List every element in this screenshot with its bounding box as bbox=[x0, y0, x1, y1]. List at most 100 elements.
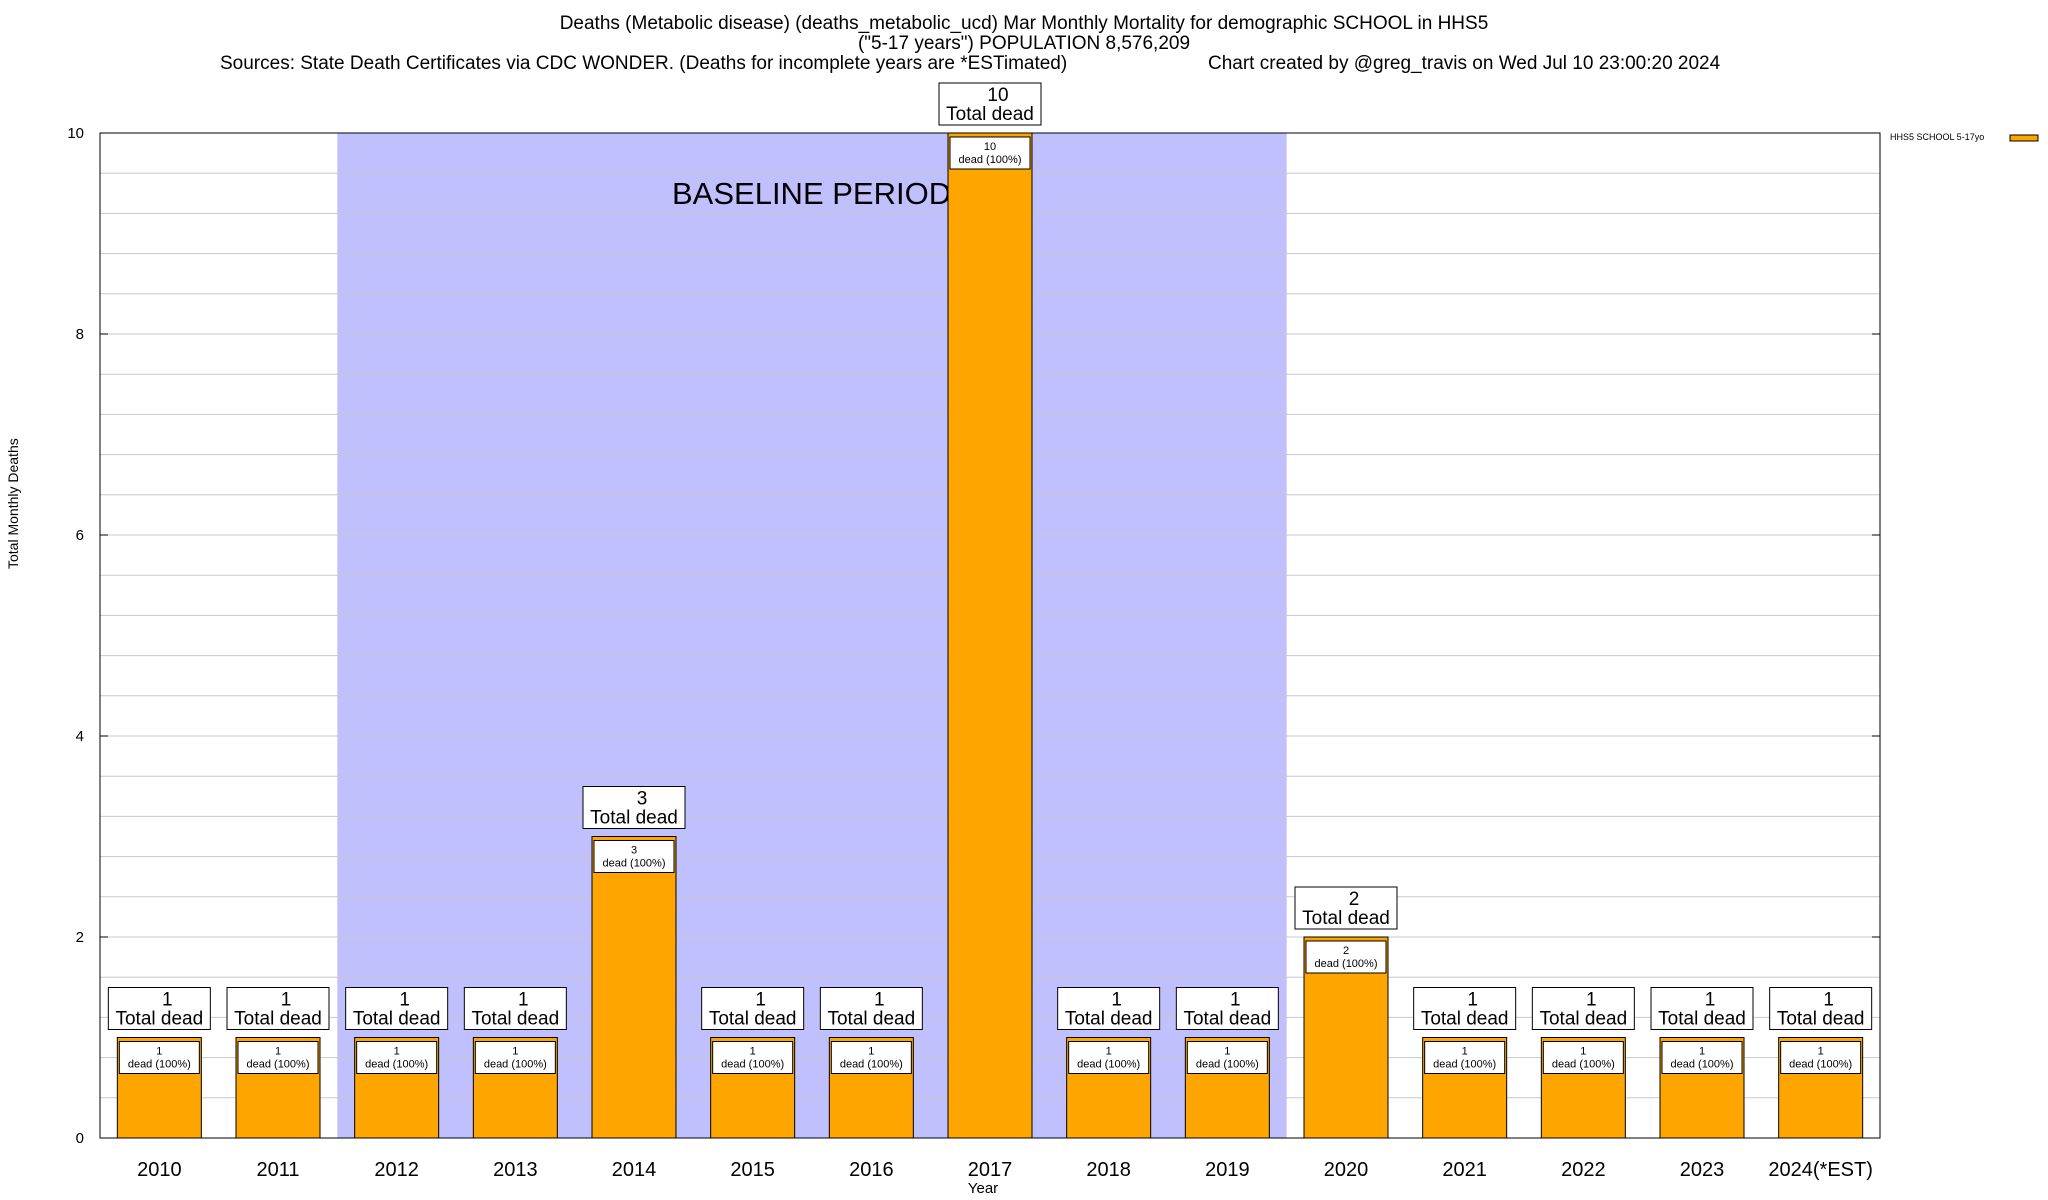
inner-label-box bbox=[1186, 1041, 1268, 1074]
total-label-box bbox=[345, 987, 449, 1030]
total-label-text: Total dead bbox=[946, 104, 1034, 125]
y-axis-label: Total Monthly Deaths bbox=[5, 438, 21, 569]
baseline-period-shading bbox=[337, 133, 1287, 1138]
inner-label-text: dead (100%) bbox=[1315, 958, 1378, 970]
total-label-value: 10 bbox=[987, 85, 1008, 106]
inner-label-value: 1 bbox=[1699, 1046, 1705, 1058]
total-label-box bbox=[226, 987, 330, 1030]
total-label-value: 1 bbox=[1111, 990, 1122, 1011]
inner-label-box bbox=[830, 1041, 912, 1074]
total-label-value: 1 bbox=[1586, 990, 1597, 1011]
inner-label-text: dead (100%) bbox=[1552, 1059, 1615, 1071]
x-tick-label: 2022 bbox=[1561, 1159, 1606, 1181]
x-tick-label: 2010 bbox=[137, 1159, 182, 1181]
y-tick-label: 6 bbox=[76, 527, 84, 544]
y-tick-label: 4 bbox=[76, 728, 84, 745]
inner-label-text: dead (100%) bbox=[840, 1059, 903, 1071]
inner-label-text: dead (100%) bbox=[1077, 1059, 1140, 1071]
total-label-text: Total dead bbox=[709, 1009, 797, 1030]
x-tick-label: 2015 bbox=[730, 1159, 775, 1181]
total-label-text: Total dead bbox=[1421, 1009, 1509, 1030]
total-label-box bbox=[938, 82, 1042, 126]
inner-label-text: dead (100%) bbox=[1789, 1059, 1852, 1071]
total-label-text: Total dead bbox=[1183, 1009, 1271, 1030]
y-tick-label: 2 bbox=[76, 929, 84, 946]
inner-label-box bbox=[118, 1041, 200, 1074]
total-label-box bbox=[1413, 987, 1517, 1030]
inner-label-value: 1 bbox=[868, 1046, 874, 1058]
x-tick-label: 2018 bbox=[1086, 1159, 1131, 1181]
baseline-period-label: BASELINE PERIOD bbox=[672, 176, 951, 211]
total-label-text: Total dead bbox=[115, 1009, 203, 1030]
inner-label-value: 1 bbox=[275, 1046, 281, 1058]
total-label-text: Total dead bbox=[827, 1009, 915, 1030]
total-label-box bbox=[463, 987, 567, 1030]
inner-label-text: dead (100%) bbox=[484, 1059, 547, 1071]
chart-subtitle: ("5-17 years") POPULATION 8,576,209 bbox=[857, 33, 1191, 54]
inner-label-value: 2 bbox=[1343, 945, 1349, 957]
total-label-box bbox=[1294, 886, 1398, 930]
inner-label-value: 1 bbox=[512, 1046, 518, 1058]
x-tick-label: 2020 bbox=[1324, 1159, 1369, 1181]
inner-label-text: dead (100%) bbox=[128, 1059, 191, 1071]
total-label-box bbox=[582, 786, 686, 829]
x-tick-label: 2014 bbox=[612, 1159, 657, 1181]
inner-label-value: 1 bbox=[1580, 1046, 1586, 1058]
inner-label-box bbox=[1068, 1041, 1150, 1074]
total-label-text: Total dead bbox=[1658, 1009, 1746, 1030]
x-axis-label: Year bbox=[967, 1180, 999, 1197]
inner-label-box bbox=[1305, 940, 1387, 974]
total-label-text: Total dead bbox=[1777, 1009, 1865, 1030]
total-label-box bbox=[107, 987, 211, 1030]
chart-title: Deaths (Metabolic disease) (deaths_metab… bbox=[559, 13, 1489, 34]
total-label-value: 1 bbox=[755, 990, 766, 1011]
chart-credit: Chart created by @greg_travis on Wed Jul… bbox=[1208, 53, 1721, 74]
inner-label-box bbox=[237, 1041, 319, 1074]
inner-label-value: 1 bbox=[1462, 1046, 1468, 1058]
inner-label-value: 3 bbox=[631, 845, 637, 857]
total-label-box bbox=[819, 987, 923, 1030]
inner-label-value: 1 bbox=[1224, 1046, 1230, 1058]
total-label-value: 1 bbox=[1705, 990, 1716, 1011]
total-label-box bbox=[701, 987, 805, 1030]
x-tick-label: 2024(*EST) bbox=[1768, 1159, 1873, 1181]
total-label-box bbox=[1175, 987, 1279, 1030]
x-tick-label: 2023 bbox=[1680, 1159, 1725, 1181]
total-label-value: 1 bbox=[1467, 990, 1478, 1011]
total-label-text: Total dead bbox=[1302, 908, 1390, 929]
total-label-value: 1 bbox=[874, 990, 885, 1011]
y-tick-label: 10 bbox=[67, 125, 84, 142]
x-tick-label: 2016 bbox=[849, 1159, 894, 1181]
inner-label-text: dead (100%) bbox=[365, 1059, 428, 1071]
chart-sources: Sources: State Death Certificates via CD… bbox=[220, 53, 1068, 74]
legend-swatch bbox=[2009, 134, 2039, 142]
inner-label-text: dead (100%) bbox=[721, 1059, 784, 1071]
total-label-value: 1 bbox=[162, 990, 173, 1011]
inner-label-box bbox=[1661, 1041, 1743, 1074]
total-label-box bbox=[1769, 987, 1873, 1030]
x-tick-label: 2013 bbox=[493, 1159, 538, 1181]
total-label-value: 1 bbox=[1230, 990, 1241, 1011]
inner-label-value: 1 bbox=[1818, 1046, 1824, 1058]
total-label-text: Total dead bbox=[471, 1009, 559, 1030]
total-label-value: 2 bbox=[1349, 889, 1360, 910]
total-label-value: 1 bbox=[399, 990, 410, 1011]
inner-label-box bbox=[593, 840, 675, 873]
inner-label-value: 10 bbox=[984, 141, 996, 153]
legend-label: HHS5 SCHOOL 5-17yo bbox=[1890, 132, 1984, 142]
x-tick-label: 2012 bbox=[374, 1159, 419, 1181]
inner-label-text: dead (100%) bbox=[1433, 1059, 1496, 1071]
inner-label-box bbox=[356, 1041, 438, 1074]
x-tick-label: 2011 bbox=[256, 1159, 299, 1181]
total-label-text: Total dead bbox=[590, 808, 678, 829]
inner-label-text: dead (100%) bbox=[247, 1059, 310, 1071]
inner-label-value: 1 bbox=[750, 1046, 756, 1058]
inner-label-text: dead (100%) bbox=[959, 154, 1022, 166]
inner-label-box bbox=[1780, 1041, 1862, 1074]
inner-label-box bbox=[1424, 1041, 1506, 1074]
total-label-text: Total dead bbox=[234, 1009, 322, 1030]
total-label-value: 1 bbox=[1823, 990, 1834, 1011]
x-tick-label: 2017 bbox=[968, 1159, 1013, 1181]
total-label-box bbox=[1650, 987, 1754, 1030]
